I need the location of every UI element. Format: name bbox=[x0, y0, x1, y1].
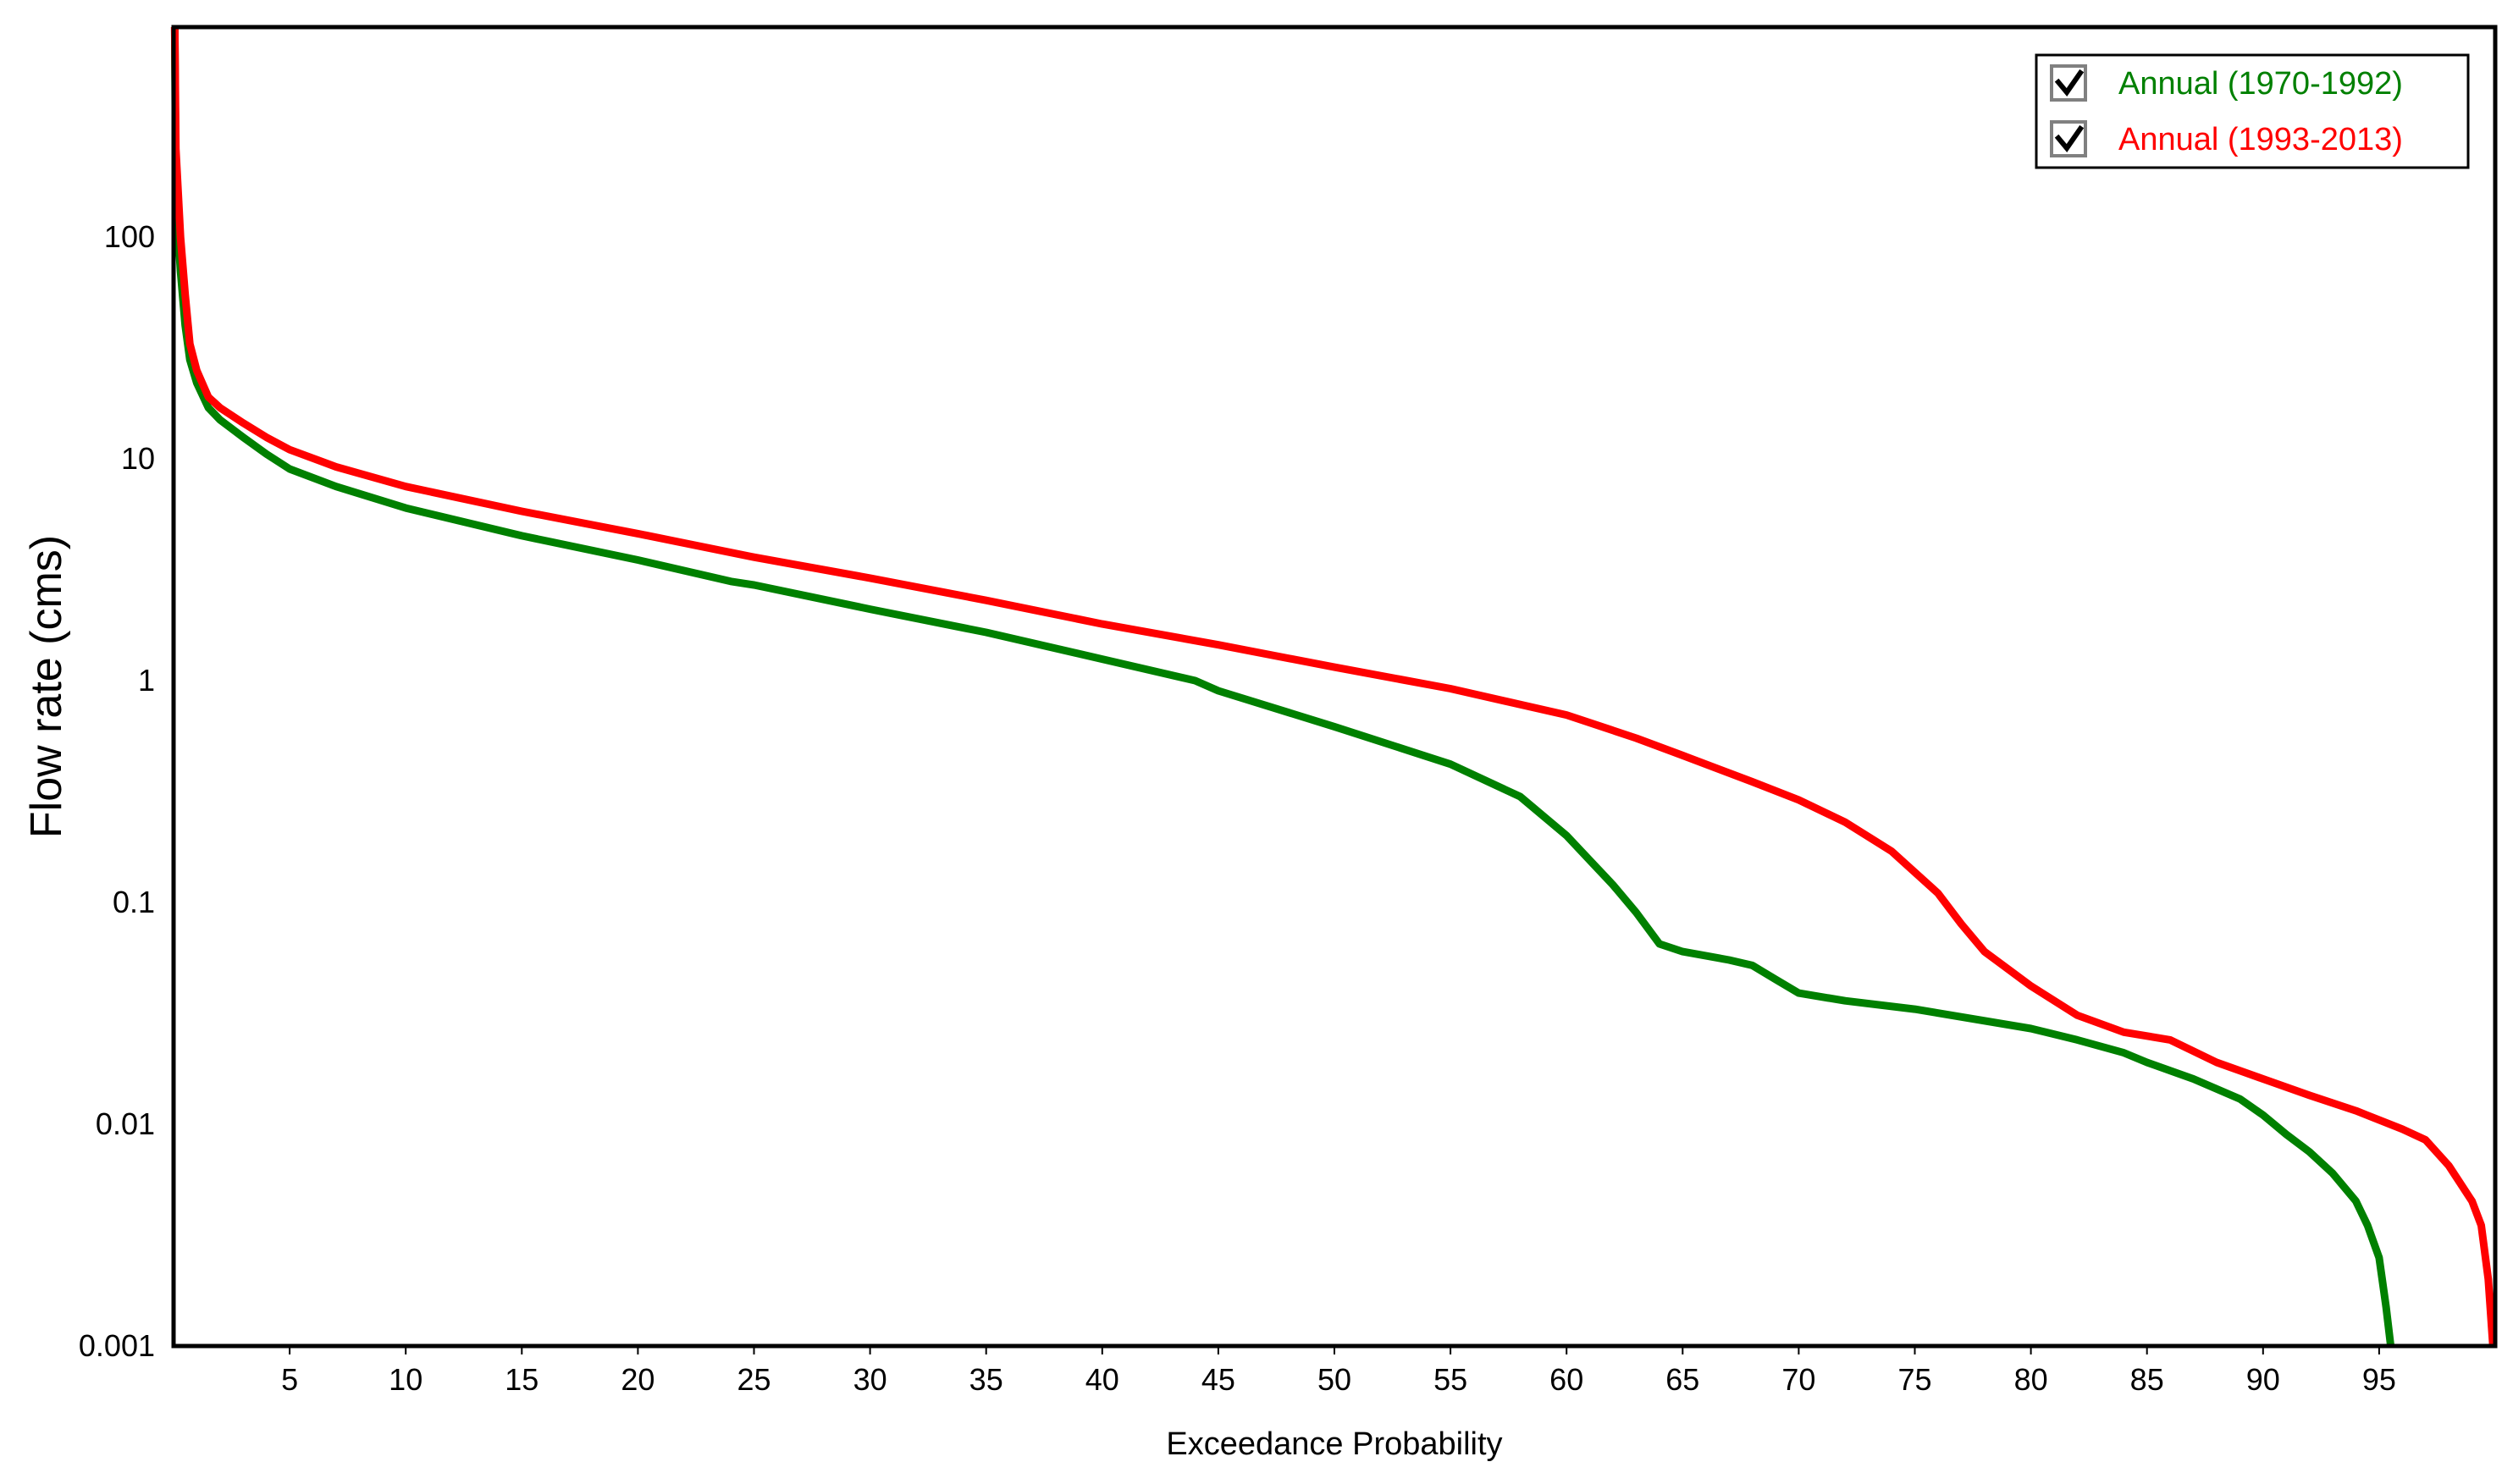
curves-layer bbox=[170, 26, 2497, 1347]
legend-label: Annual (1993-2013) bbox=[2118, 122, 2403, 157]
x-tick-label: 50 bbox=[1317, 1362, 1351, 1397]
x-axis-title: Exceedance Probability bbox=[1166, 1426, 1502, 1462]
y-tick-label: 0.001 bbox=[79, 1328, 155, 1363]
x-tick-label: 90 bbox=[2246, 1362, 2280, 1397]
series-line-0 bbox=[170, 26, 2395, 1347]
y-axis-ticks: 100 10 1 0.1 0.01 0.001 bbox=[79, 219, 155, 1363]
legend-box bbox=[2035, 53, 2470, 169]
x-tick-label: 35 bbox=[969, 1362, 1003, 1397]
y-tick-label: 0.01 bbox=[96, 1106, 155, 1141]
legend: Annual (1970-1992) Annual (1993-2013) bbox=[2035, 53, 2470, 169]
x-tick-label: 15 bbox=[505, 1362, 538, 1397]
y-tick-label: 100 bbox=[104, 219, 155, 254]
x-tick-label: 25 bbox=[737, 1362, 770, 1397]
y-tick-label: 0.1 bbox=[113, 885, 155, 919]
y-tick-label: 1 bbox=[138, 663, 155, 698]
x-tick-label: 85 bbox=[2130, 1362, 2164, 1397]
legend-items: Annual (1970-1992) Annual (1993-2013) bbox=[2050, 64, 2403, 157]
legend-item[interactable]: Annual (1993-2013) bbox=[2050, 120, 2403, 157]
x-tick-label: 40 bbox=[1085, 1362, 1119, 1397]
y-axis-title: Flow rate (cms) bbox=[22, 535, 71, 838]
x-tick-label: 65 bbox=[1665, 1362, 1699, 1397]
x-tick-label: 60 bbox=[1549, 1362, 1583, 1397]
plot-frame bbox=[171, 25, 2498, 1349]
x-tick-label: 45 bbox=[1201, 1362, 1235, 1397]
series-line-1 bbox=[170, 26, 2497, 1347]
x-axis-ticks: 5 10 15 20 25 30 35 40 45 50 55 60 65 70 75 80 85 90 95 bbox=[281, 1346, 2396, 1397]
x-tick-label: 55 bbox=[1433, 1362, 1467, 1397]
y-tick-label: 10 bbox=[121, 441, 155, 476]
legend-label: Annual (1970-1992) bbox=[2118, 66, 2403, 102]
x-tick-label: 10 bbox=[389, 1362, 423, 1397]
x-tick-label: 80 bbox=[2014, 1362, 2048, 1397]
x-tick-label: 75 bbox=[1897, 1362, 1931, 1397]
legend-item[interactable]: Annual (1970-1992) bbox=[2050, 64, 2403, 102]
x-tick-label: 70 bbox=[1781, 1362, 1815, 1397]
x-tick-label: 95 bbox=[2362, 1362, 2396, 1397]
x-tick-label: 20 bbox=[621, 1362, 654, 1397]
x-tick-label: 5 bbox=[281, 1362, 298, 1397]
checkmark-icon bbox=[2054, 69, 2085, 97]
x-tick-label: 30 bbox=[853, 1362, 887, 1397]
checkmark-icon bbox=[2054, 124, 2085, 152]
